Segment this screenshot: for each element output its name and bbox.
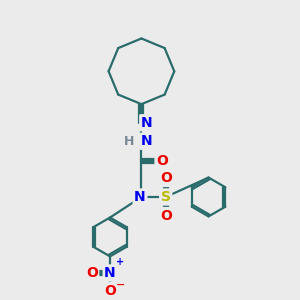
- Text: O: O: [160, 171, 172, 185]
- Text: −: −: [116, 280, 126, 290]
- Text: O: O: [156, 154, 168, 168]
- Text: +: +: [116, 257, 124, 267]
- Text: N: N: [104, 266, 116, 280]
- Text: N: N: [141, 116, 152, 130]
- Text: S: S: [161, 190, 171, 204]
- Text: N: N: [141, 134, 152, 148]
- Text: O: O: [86, 266, 98, 280]
- Text: O: O: [160, 208, 172, 223]
- Text: O: O: [104, 284, 116, 298]
- Text: H: H: [124, 135, 135, 148]
- Text: N: N: [134, 190, 146, 204]
